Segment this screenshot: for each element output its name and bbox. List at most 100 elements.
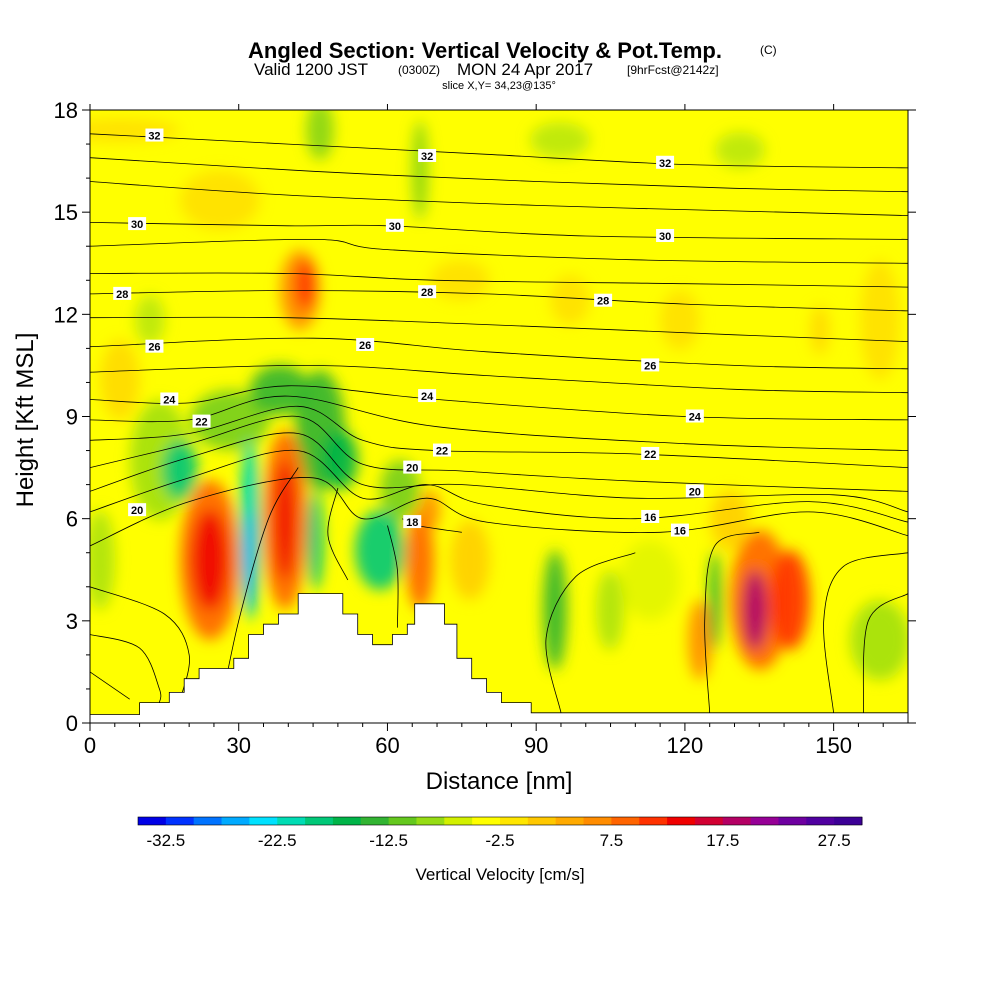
isentrope-line xyxy=(90,634,162,703)
y-tick-label: 15 xyxy=(54,200,78,225)
contour-label-text: 30 xyxy=(389,221,401,233)
y-tick-label: 0 xyxy=(66,711,78,736)
colorbar-swatch xyxy=(639,817,668,825)
contour-labels: 32 32 32 30 30 30 28 28 28 26 26 26 24 24 24 22 22 22 20 20… xyxy=(113,128,704,538)
colorbar-swatch xyxy=(694,817,724,825)
contour-label: 28 xyxy=(418,285,437,299)
contour-label-text: 20 xyxy=(689,486,701,498)
chart-title: Angled Section: Vertical Velocity & Pot.… xyxy=(248,38,722,63)
isentrope-line xyxy=(90,238,908,264)
contour-label-text: 24 xyxy=(689,412,702,424)
isentrope-line xyxy=(90,395,908,451)
y-axis: 0 3 6 9 12 15 18 xyxy=(54,98,916,736)
y-tick-label: 6 xyxy=(66,507,78,532)
x-tick-label: 60 xyxy=(375,733,399,758)
isentrope-line xyxy=(90,415,908,492)
contour-label-text: 22 xyxy=(644,449,656,461)
colorbar-swatch xyxy=(165,817,195,825)
contour-label-text: 30 xyxy=(659,231,671,243)
contour-label-text: 26 xyxy=(644,360,656,372)
contour-label-text: 26 xyxy=(148,342,160,354)
contour-label: 32 xyxy=(418,148,437,163)
colorbar-swatch xyxy=(555,817,585,825)
colorbar-swatch xyxy=(527,817,557,825)
contour-label-text: 30 xyxy=(131,219,143,231)
contour-label-text: 28 xyxy=(421,287,433,299)
colorbar-swatch xyxy=(834,817,863,825)
colorbar: -32.5 -22.5 -12.5 -2.5 7.5 17.5 27.5 xyxy=(137,816,863,850)
colorbar-swatch xyxy=(277,817,306,825)
colorbar-swatch xyxy=(778,817,807,825)
contour-label-text: 20 xyxy=(406,463,418,475)
colorbar-tick-label: 17.5 xyxy=(706,831,739,850)
colorbar-tick-label: 27.5 xyxy=(818,831,851,850)
contour-label: 26 xyxy=(356,337,375,352)
chart-title-suffix: (C) xyxy=(760,43,777,57)
isentrope-line xyxy=(90,181,908,216)
y-tick-label: 12 xyxy=(54,302,78,327)
contour-label-text: 18 xyxy=(406,517,418,529)
x-axis: 0 30 60 90 120 150 xyxy=(84,104,884,758)
contour-label-text: 24 xyxy=(163,394,176,406)
colorbar-swatch xyxy=(806,817,835,825)
colorbar-swatch xyxy=(472,817,501,825)
contour-label: 30 xyxy=(128,217,147,231)
contour-label-text: 32 xyxy=(421,151,433,163)
colorbar-swatch xyxy=(388,817,417,825)
contour-label-text: 16 xyxy=(644,512,656,524)
isentrope-line xyxy=(90,477,908,547)
valid-time: Valid 1200 JST xyxy=(254,60,368,79)
isentrope-line xyxy=(90,671,130,700)
contour-label: 32 xyxy=(145,128,164,143)
y-tick-label: 9 xyxy=(66,405,78,430)
contour-label: 16 xyxy=(670,523,689,538)
colorbar-swatch xyxy=(193,817,223,825)
contour-label-text: 22 xyxy=(436,446,448,458)
colorbar-swatch xyxy=(750,817,779,825)
colorbar-swatch xyxy=(305,817,334,825)
contour-label: 22 xyxy=(641,446,660,461)
x-tick-label: 120 xyxy=(667,733,704,758)
isentrope-line xyxy=(90,157,908,193)
isentrope-line xyxy=(545,552,636,713)
colorbar-label: Vertical Velocity [cm/s] xyxy=(415,865,584,884)
colorbar-swatch xyxy=(583,817,612,825)
contour-label: 24 xyxy=(160,392,179,406)
x-tick-label: 0 xyxy=(84,733,96,758)
contour-label: 30 xyxy=(385,218,404,233)
valid-zulu: (0300Z) xyxy=(398,63,440,77)
y-axis-label: Height [Kft MSL] xyxy=(12,333,39,508)
contour-label: 30 xyxy=(656,229,675,243)
isentrope-line xyxy=(387,525,399,628)
contour-label: 32 xyxy=(656,155,675,170)
contour-label: 26 xyxy=(145,339,164,354)
valid-line: Valid 1200 JST (0300Z) MON 24 Apr 2017 [… xyxy=(254,60,719,79)
colorbar-swatch xyxy=(500,817,529,825)
contour-label-text: 32 xyxy=(148,131,160,143)
colorbar-tick-label: -12.5 xyxy=(369,831,408,850)
contour-label-text: 26 xyxy=(359,340,371,352)
y-tick-label: 18 xyxy=(54,98,78,123)
isentrope-line xyxy=(90,405,908,468)
contour-label-text: 24 xyxy=(421,391,434,403)
contour-label: 22 xyxy=(192,414,211,429)
contour-label: 18 xyxy=(403,515,422,529)
slice-label: slice X,Y= 34,23@135° xyxy=(442,80,556,92)
x-tick-label: 150 xyxy=(815,733,852,758)
colorbar-tick-label: 7.5 xyxy=(600,831,624,850)
contour-label-text: 28 xyxy=(116,289,128,301)
contour-label: 24 xyxy=(418,389,437,403)
x-axis-label: Distance [nm] xyxy=(426,768,573,795)
colorbar-swatch xyxy=(416,817,445,825)
colorbar-swatch xyxy=(722,817,752,825)
contour-label-text: 28 xyxy=(597,296,609,308)
isentrope-line xyxy=(90,364,908,394)
x-tick-label: 90 xyxy=(524,733,548,758)
isentrope-line xyxy=(90,272,908,288)
isentrope-line xyxy=(90,290,908,312)
colorbar-swatch xyxy=(249,817,278,825)
isentrope-line xyxy=(327,487,349,581)
isentrope-line xyxy=(704,531,760,713)
isentrope-line xyxy=(90,316,908,342)
colorbar-swatch xyxy=(138,817,167,825)
